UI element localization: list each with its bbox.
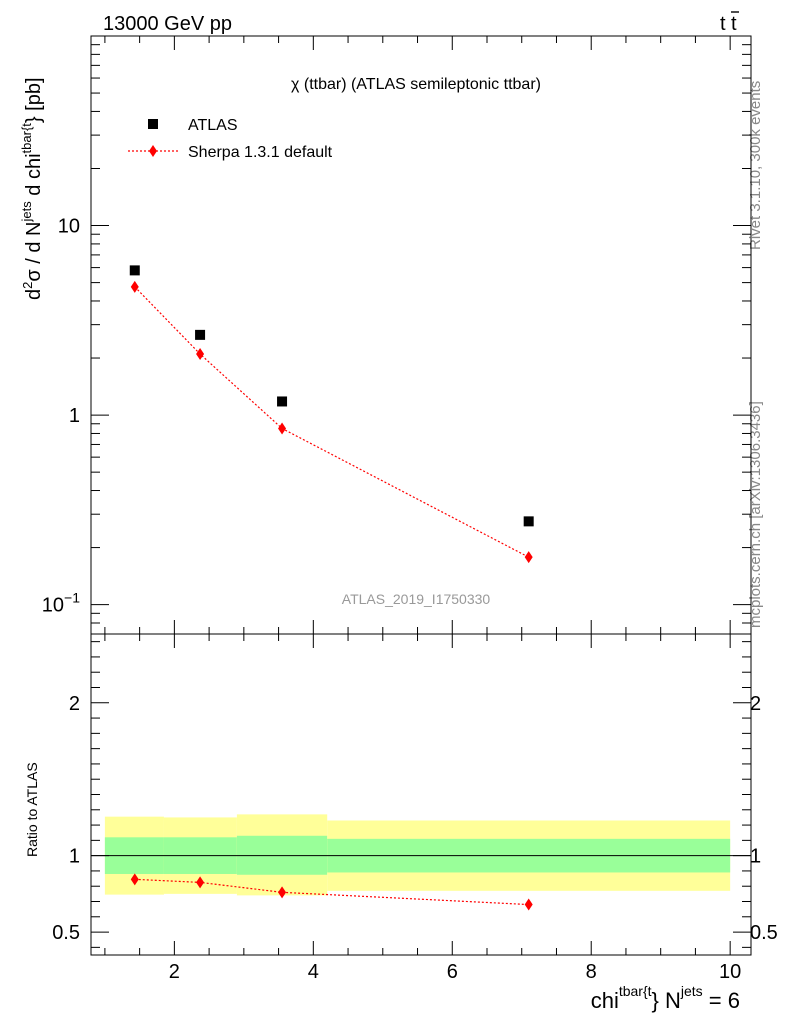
ratio-y-tick-label-left: 0.5 [52,922,80,944]
header-energy-label: 13000 GeV pp [103,13,232,35]
header-process-tbar: t [731,13,737,35]
atlas-data-point [523,516,534,527]
ratio-y-tick-label-right: 1 [750,846,761,868]
sherpa-ratio-line [134,878,529,906]
x-tick-label: 4 [308,961,319,983]
rivet-version-label: Rivet 3.1.10, 300k events [747,81,764,250]
sherpa-ratio-point [278,886,287,899]
legend-atlas-label: ATLAS [188,117,238,134]
sherpa-data-point [196,348,205,361]
sherpa-data-point [278,422,287,435]
legend: ATLAS Sherpa 1.3.1 default [128,117,333,161]
atlas-data-point [277,396,288,407]
x-tick-label: 10 [719,961,741,983]
ratio-y-tick-label-left: 1 [69,846,80,868]
atlas-data-point [195,329,206,340]
header-process-t: t [720,13,726,35]
main-panel: χ (ttbar) (ATLAS semileptonic ttbar) ATL… [19,35,752,635]
atlas-data-point [129,265,140,276]
ratio-y-axis-label: Ratio to ATLAS [24,762,40,857]
legend-atlas-marker [148,119,158,129]
ratio-y-tick-label-left: 2 [69,693,80,715]
plot-title: χ (ttbar) (ATLAS semileptonic ttbar) [291,76,541,93]
legend-sherpa-label: Sherpa 1.3.1 default [188,144,333,161]
ratio-frame [90,633,752,956]
sherpa-ratio-point [524,898,533,911]
ratio-panel: Ratio to ATLAS chitbar{t} Njets = 6 2 4 6 8… [24,633,778,1013]
y-tick-label: 10−1 [42,590,80,617]
sherpa-data-point [130,280,139,293]
header-process-label: t t [720,11,739,35]
ratio-y-tick-label-right: 2 [750,693,761,715]
legend-sherpa-marker [149,145,157,157]
analysis-watermark: ATLAS_2019_I1750330 [342,591,491,607]
x-tick-label: 6 [447,961,458,983]
ratio-y-tick-label-right: 0.5 [750,922,778,944]
y-tick-label: 10 [58,216,80,238]
sherpa-data-point [524,551,533,564]
sherpa-ratio-point [196,876,205,889]
x-axis-label: chitbar{t} Njets = 6 [591,983,740,1013]
x-tick-label: 2 [169,961,180,983]
y-tick-label: 1 [69,405,80,427]
x-tick-label: 8 [586,961,597,983]
main-y-axis-label: d2σ / d Njets d chitbar{t} [pb] [19,77,45,300]
sherpa-ratio-point [130,873,139,886]
sherpa-line [134,286,529,558]
